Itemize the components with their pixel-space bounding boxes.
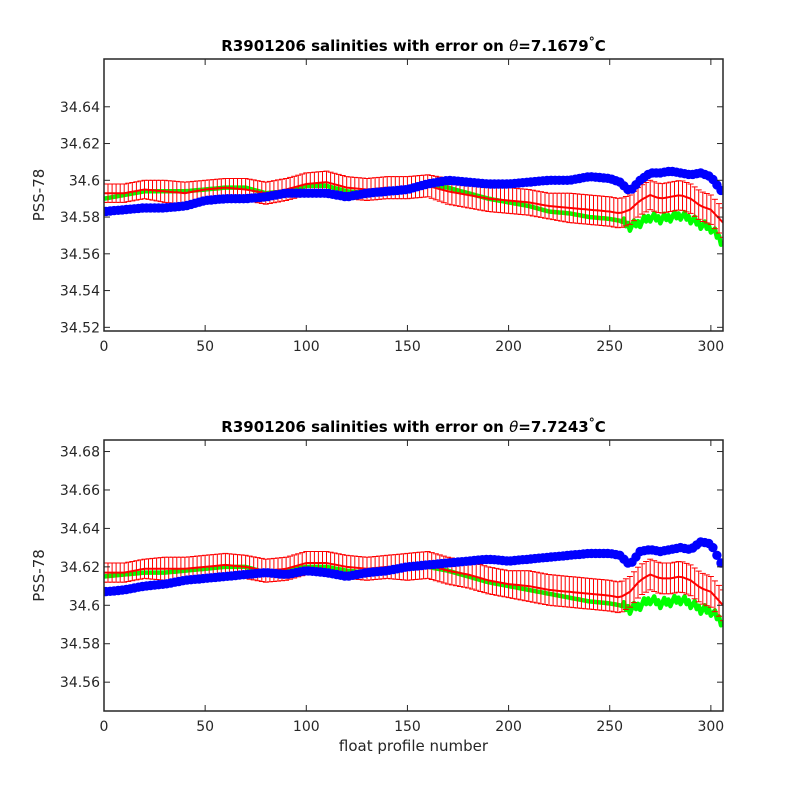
title-prefix: R3901206 salinities with error on [221,37,509,55]
y-tick-label: 34.66 [60,483,100,499]
y-tick-label: 34.56 [60,675,100,691]
float-salinity-point [708,542,718,553]
top-chart: 0 50 100 150 200 250 300 34.52 34.54 34.56 34.58 34… [30,35,724,355]
axes-box [103,58,724,332]
x-tick-label: 50 [196,339,214,355]
float-salinity-point [716,185,723,196]
title-theta: θ [509,418,518,436]
plot-data [104,166,723,247]
x-axis-label: float profile number [339,737,489,755]
x-tick-label: 0 [100,339,109,355]
y-tick-label: 34.58 [60,210,100,226]
axes-box [103,439,724,712]
y-axis-label: PSS-78 [30,549,48,602]
x-tick-label: 150 [394,719,421,735]
title-value: =7.7243 [518,418,588,436]
plot-data [104,537,723,628]
y-tick-label: 34.54 [60,284,100,300]
plot-area [104,59,723,331]
y-tick-label: 34.58 [60,637,100,653]
x-tick-label: 200 [495,719,522,735]
y-axis-label: PSS-78 [30,169,48,222]
title-unit: C [595,418,606,436]
float-salinity-point [712,550,722,560]
float-salinity-points [104,537,723,597]
title-value: =7.1679 [518,37,588,55]
y-tick-label: 34.68 [60,445,100,461]
x-tick-label: 250 [596,339,623,355]
bottom-chart: 0 50 100 150 200 250 300 34.56 34.58 34.6 34.62 34.… [30,416,724,755]
x-tick-label: 100 [293,339,320,355]
x-tick-label: 200 [495,339,522,355]
title-unit: C [595,37,606,55]
y-tick-label: 34.62 [60,560,100,576]
x-tick-label: 250 [596,719,623,735]
x-tick-label: 100 [293,719,320,735]
title-degree: ° [589,416,595,430]
y-tick-label: 34.62 [60,137,100,153]
x-tick-label: 0 [100,719,109,735]
y-tick-label: 34.64 [60,100,100,116]
title-prefix: R3901206 salinities with error on [221,418,509,436]
chart-title: R3901206 salinities with error on θ=7.16… [221,35,605,55]
x-tick-label: 150 [394,339,421,355]
x-tick-label: 50 [196,719,214,735]
title-theta: θ [509,37,518,55]
x-tick-label: 300 [697,719,724,735]
y-tick-label: 34.52 [60,320,100,336]
float-salinity-points [104,166,723,217]
y-tick-label: 34.6 [69,173,100,189]
x-tick-label: 300 [697,339,724,355]
y-tick-label: 34.6 [69,598,100,614]
y-tick-label: 34.56 [60,247,100,263]
chart-title: R3901206 salinities with error on θ=7.72… [221,416,605,436]
y-tick-label: 34.64 [60,521,100,537]
title-degree: ° [589,35,595,49]
